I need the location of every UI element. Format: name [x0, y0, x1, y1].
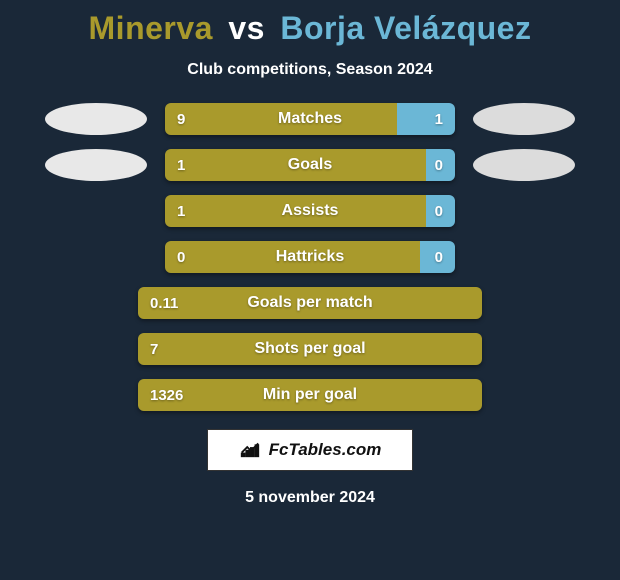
stat-row: 91Matches	[0, 103, 620, 135]
stat-value-left: 7	[150, 333, 158, 365]
blob-spacer	[45, 195, 147, 227]
blob-spacer	[18, 333, 120, 365]
stat-bar: 91Matches	[165, 103, 455, 135]
bar-segment-left: 0	[165, 241, 420, 273]
date-text: 5 november 2024	[0, 489, 620, 507]
stat-bar: 7Shots per goal	[138, 333, 482, 365]
watermark-box: FcTables.com	[207, 429, 413, 471]
stat-bar: 00Hattricks	[165, 241, 455, 273]
blob-spacer	[473, 195, 575, 227]
blob-spacer	[500, 287, 602, 319]
stat-bar: 10Assists	[165, 195, 455, 227]
bar-segment-right: 0	[426, 195, 455, 227]
bar-segment-right: 0	[426, 149, 455, 181]
blob-spacer	[500, 379, 602, 411]
team-blob-left	[45, 149, 147, 181]
stat-value-left: 1	[177, 195, 185, 227]
stats-container: 91Matches10Goals10Assists00Hattricks0.11…	[0, 103, 620, 411]
stat-value-right: 0	[435, 241, 443, 273]
stat-value-left: 9	[177, 103, 185, 135]
team-blob-right	[473, 103, 575, 135]
bar-segment-left: 1	[165, 195, 426, 227]
bar-segment-left: 0.11	[138, 287, 482, 319]
blob-spacer	[500, 333, 602, 365]
bar-segment-left: 1326	[138, 379, 482, 411]
stat-row: 10Assists	[0, 195, 620, 227]
stat-value-right: 0	[435, 195, 443, 227]
bar-segment-left: 7	[138, 333, 482, 365]
stat-value-right: 1	[435, 103, 443, 135]
chart-icon	[239, 437, 261, 464]
stat-value-right: 0	[435, 149, 443, 181]
comparison-card: Minerva vs Borja Velázquez Club competit…	[0, 0, 620, 580]
stat-bar: 1326Min per goal	[138, 379, 482, 411]
stat-row: 1326Min per goal	[0, 379, 620, 411]
bar-segment-right: 0	[420, 241, 455, 273]
page-title: Minerva vs Borja Velázquez	[0, 10, 620, 47]
subtitle: Club competitions, Season 2024	[0, 61, 620, 79]
stat-row: 7Shots per goal	[0, 333, 620, 365]
blob-spacer	[473, 241, 575, 273]
stat-value-left: 1326	[150, 379, 183, 411]
stat-bar: 10Goals	[165, 149, 455, 181]
team-blob-right	[473, 149, 575, 181]
blob-spacer	[18, 379, 120, 411]
stat-value-left: 1	[177, 149, 185, 181]
blob-spacer	[45, 241, 147, 273]
bar-segment-right: 1	[397, 103, 455, 135]
bar-segment-left: 1	[165, 149, 426, 181]
stat-bar: 0.11Goals per match	[138, 287, 482, 319]
bar-segment-left: 9	[165, 103, 397, 135]
blob-spacer	[18, 287, 120, 319]
stat-value-left: 0	[177, 241, 185, 273]
title-player2: Borja Velázquez	[280, 10, 531, 46]
stat-row: 0.11Goals per match	[0, 287, 620, 319]
title-player1: Minerva	[89, 10, 213, 46]
stat-value-left: 0.11	[150, 287, 178, 319]
team-blob-left	[45, 103, 147, 135]
stat-row: 10Goals	[0, 149, 620, 181]
watermark-text: FcTables.com	[269, 440, 382, 460]
stat-row: 00Hattricks	[0, 241, 620, 273]
title-vs: vs	[228, 10, 265, 46]
